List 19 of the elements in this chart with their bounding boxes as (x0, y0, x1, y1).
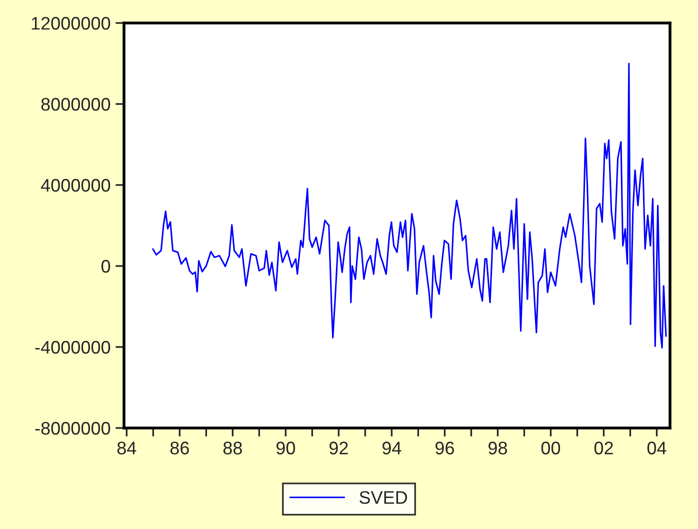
x-tick-label: 04 (647, 442, 666, 454)
y-tick-label: -8000000 (35, 422, 110, 435)
x-tick-label: 86 (170, 442, 189, 454)
x-tick-label: 96 (436, 442, 454, 454)
y-tick-label: 12000000 (32, 16, 110, 30)
legend-label: SVED (360, 491, 408, 504)
y-tick-label: 8000000 (41, 98, 110, 111)
x-tick-label: 00 (541, 442, 560, 454)
line-series (152, 62, 667, 349)
x-tick-label: 02 (594, 442, 613, 454)
y-tick-label: 4000000 (40, 178, 110, 192)
y-tick-label: 0 (101, 260, 110, 273)
x-tick-label: 84 (117, 442, 136, 454)
x-tick-label: 98 (488, 442, 507, 454)
x-tick-label: 90 (276, 442, 296, 454)
x-tick-label: 92 (329, 442, 348, 454)
x-tick-label: 88 (223, 442, 242, 454)
x-tick-label: 94 (382, 442, 402, 454)
y-tick-label: -4000000 (35, 340, 110, 354)
